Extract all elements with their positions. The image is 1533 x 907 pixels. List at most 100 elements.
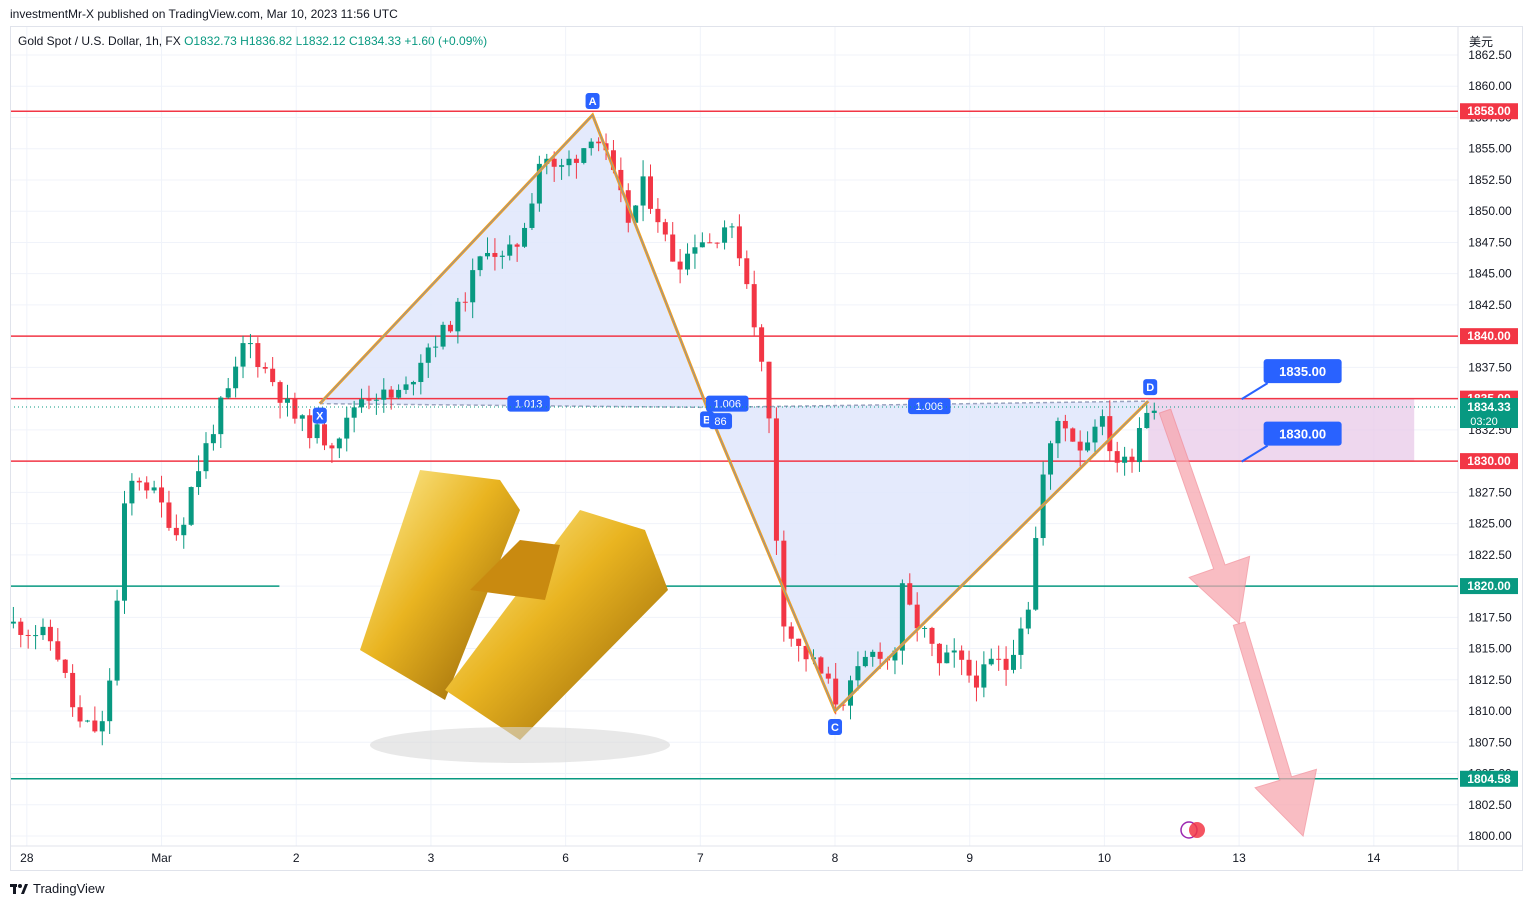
symbol-legend: Gold Spot / U.S. Dollar, 1h, FX O1832.73…: [18, 34, 487, 48]
candle-body: [277, 382, 283, 403]
candlestick: [329, 442, 335, 463]
candle-body: [203, 443, 209, 472]
y-tick-label: 1850.00: [1468, 204, 1512, 218]
level-tag-text: 1830.00: [1467, 454, 1511, 468]
callout-pointer: [1241, 444, 1269, 463]
candlestick: [159, 475, 165, 518]
candle-body: [988, 658, 994, 665]
tradingview-logo-icon: [10, 883, 28, 894]
candlestick: [277, 380, 283, 419]
candle-body: [899, 583, 905, 651]
candle-body: [462, 301, 468, 303]
x-tick-label: 8: [832, 851, 839, 865]
candlestick: [1151, 402, 1157, 420]
ratio-text: 86: [714, 416, 726, 428]
candlestick: [166, 490, 172, 531]
candlestick: [33, 625, 39, 650]
candlestick: [1085, 431, 1091, 453]
candlestick: [581, 148, 587, 165]
candlestick: [210, 424, 216, 451]
candle-body: [588, 141, 594, 149]
x-tick-label: 13: [1232, 851, 1246, 865]
tradingview-footer[interactable]: TradingView: [10, 881, 105, 896]
candle-body: [877, 651, 883, 659]
legend-change: +1.60 (+0.09%): [404, 34, 488, 48]
candle-body: [485, 252, 491, 257]
y-tick-label: 1842.50: [1468, 298, 1512, 312]
candle-body: [825, 673, 831, 679]
candle-body: [862, 656, 868, 667]
pattern-triangle-bcd: [707, 401, 1149, 712]
candlestick: [722, 220, 728, 250]
candlestick: [299, 414, 305, 432]
candle-body: [907, 583, 913, 605]
candlestick: [751, 270, 757, 336]
candlestick: [736, 214, 742, 267]
candlestick: [418, 354, 424, 395]
candlestick: [151, 480, 157, 494]
candlestick: [536, 155, 542, 212]
point-label: C: [831, 722, 839, 734]
candle-body: [18, 621, 24, 635]
candle-body: [121, 503, 127, 601]
ratio-label: 86: [709, 413, 733, 430]
candle-body: [647, 176, 653, 209]
candlestick: [1092, 419, 1098, 456]
candlestick: [514, 242, 520, 262]
ratio-badge: [908, 398, 951, 415]
candle-body: [722, 227, 728, 243]
candle-body: [714, 242, 720, 244]
candle-body: [166, 502, 172, 528]
candlestick: [566, 150, 572, 177]
symbol-name[interactable]: Gold Spot / U.S. Dollar, 1h, FX: [18, 34, 181, 48]
point-label: X: [316, 411, 324, 423]
candlestick: [1136, 417, 1142, 472]
candlestick: [262, 362, 268, 374]
candle-body: [922, 627, 928, 629]
point-label: A: [589, 96, 597, 108]
candle-body: [981, 664, 987, 688]
currency-label: 美元: [1469, 35, 1494, 49]
ratio-badge: [706, 395, 749, 412]
candle-body: [640, 176, 646, 206]
candlestick: [188, 486, 194, 527]
candle-body: [618, 169, 624, 191]
candlestick: [403, 376, 409, 395]
y-tick-label: 1847.50: [1468, 235, 1512, 249]
candlestick: [744, 250, 750, 289]
candle-body: [870, 651, 876, 657]
candlestick: [870, 649, 876, 667]
candlestick: [818, 656, 824, 674]
candlestick: [588, 138, 594, 156]
candle-body: [151, 487, 157, 491]
candlestick: [247, 333, 253, 359]
point-badge: [312, 407, 327, 424]
y-tick-label: 1837.50: [1468, 360, 1512, 374]
candle-body: [803, 645, 809, 660]
candle-body: [1033, 538, 1039, 610]
published-caption: investmentMr-X published on TradingView.…: [10, 7, 398, 21]
y-tick-label: 1845.00: [1468, 267, 1512, 281]
candle-body: [47, 626, 53, 642]
gold-bar-front: [445, 510, 668, 740]
candle-body: [1062, 420, 1068, 429]
candlestick: [773, 407, 779, 555]
candlestick: [759, 324, 765, 372]
level-price-tag: 1820.00: [1460, 578, 1518, 595]
callout-box: [1263, 359, 1342, 384]
candlestick: [25, 629, 31, 649]
candlestick: [1003, 646, 1009, 686]
candlestick: [10, 606, 16, 629]
candle-body: [240, 343, 246, 367]
candle-body: [559, 165, 565, 167]
last-price-bg: [1460, 398, 1518, 429]
pattern-point-d: D: [1143, 379, 1158, 396]
tradingview-brand: TradingView: [33, 881, 105, 896]
candle-body: [33, 635, 39, 637]
candlestick: [862, 650, 868, 668]
candle-body: [522, 227, 528, 247]
candlestick: [1129, 448, 1135, 473]
candlestick: [959, 645, 965, 676]
y-tick-label: 1822.50: [1468, 548, 1512, 562]
